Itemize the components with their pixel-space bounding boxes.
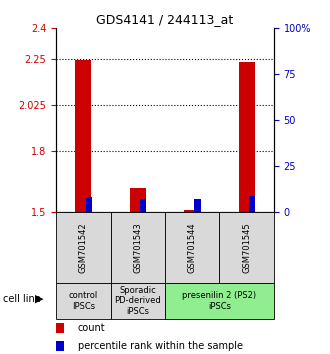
- Text: ▶: ▶: [35, 294, 44, 304]
- Bar: [85, 197, 92, 212]
- Text: GSM701544: GSM701544: [188, 222, 197, 273]
- Bar: [130, 188, 146, 212]
- Text: control
IPSCs: control IPSCs: [69, 291, 98, 310]
- Text: count: count: [78, 323, 106, 333]
- Bar: [75, 60, 91, 212]
- Bar: [194, 199, 201, 212]
- Bar: [140, 199, 147, 212]
- Bar: [111, 283, 165, 319]
- Bar: [56, 212, 111, 283]
- Bar: [165, 283, 274, 319]
- Bar: [249, 196, 255, 212]
- Bar: [56, 341, 64, 351]
- Bar: [56, 323, 64, 333]
- Text: percentile rank within the sample: percentile rank within the sample: [78, 341, 243, 351]
- Text: Sporadic
PD-derived
iPSCs: Sporadic PD-derived iPSCs: [115, 286, 161, 316]
- Text: cell line: cell line: [3, 294, 41, 304]
- Bar: [111, 212, 165, 283]
- Title: GDS4141 / 244113_at: GDS4141 / 244113_at: [96, 13, 234, 26]
- Bar: [219, 212, 274, 283]
- Text: GSM701542: GSM701542: [79, 222, 88, 273]
- Text: GSM701543: GSM701543: [133, 222, 142, 273]
- Bar: [56, 283, 111, 319]
- Bar: [165, 212, 219, 283]
- Text: presenilin 2 (PS2)
iPSCs: presenilin 2 (PS2) iPSCs: [182, 291, 256, 310]
- Bar: [184, 210, 200, 212]
- Bar: [239, 62, 255, 212]
- Text: GSM701545: GSM701545: [242, 222, 251, 273]
